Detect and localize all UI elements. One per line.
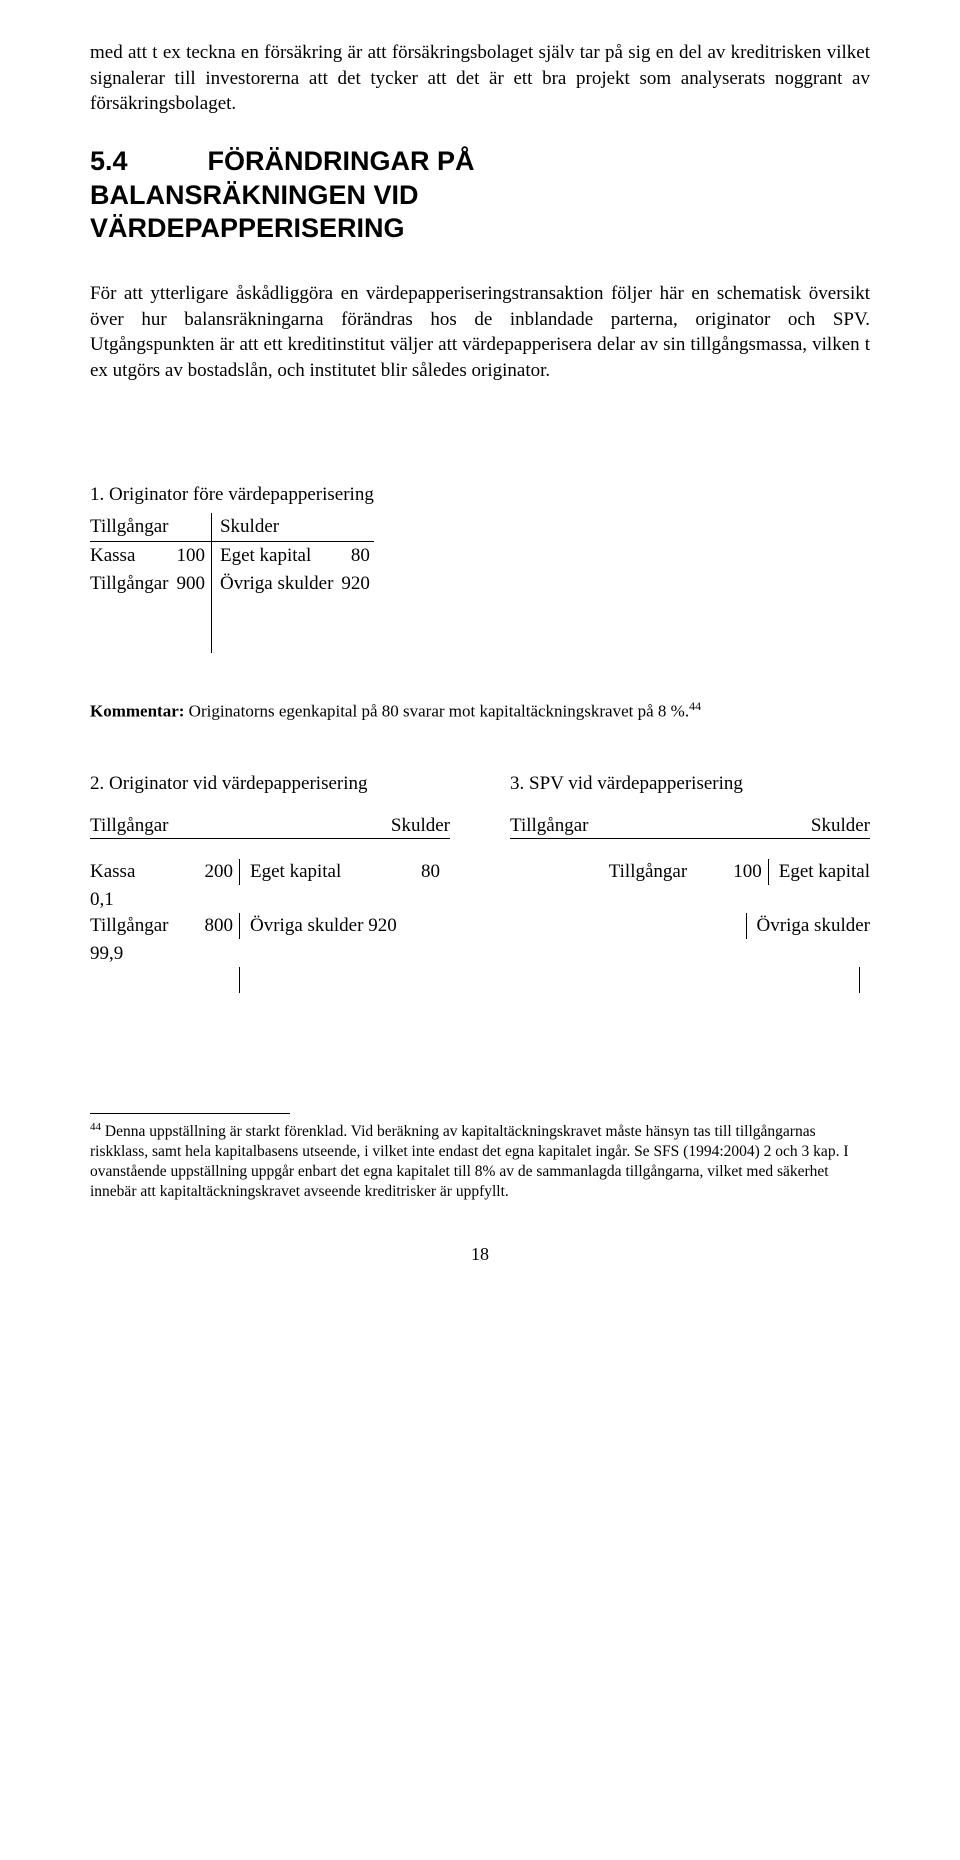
t1-right-header: Skulder <box>211 513 373 541</box>
heading-text-2: BALANSRÄKNINGEN VID <box>90 180 419 210</box>
t2-headers: Tillgångar Skulder <box>90 813 450 840</box>
footnote-divider <box>90 1113 290 1114</box>
subsection-2-title: 2. Originator vid värdepapperisering <box>90 771 450 797</box>
footnote-number: 44 <box>90 1121 101 1133</box>
subsection-1-title: 1. Originator före värdepapperisering <box>90 482 870 508</box>
footnote-ref: 44 <box>689 699 701 713</box>
heading-number: 5.4 <box>90 145 128 179</box>
comment-line: Kommentar: Originatorns egenkapital på 8… <box>90 698 870 724</box>
t-account-1: Tillgångar Skulder Kassa 100 Eget kapita… <box>90 513 374 652</box>
body-paragraph: För att ytterligare åskådliggöra en värd… <box>90 281 870 384</box>
wide-row-1: Kassa 200 Eget kapital 80 Tillgångar 100… <box>90 859 870 885</box>
t1-left-header: Tillgångar <box>90 513 211 541</box>
footnote-text: 44 Denna uppställning är starkt förenkla… <box>90 1120 870 1203</box>
t3-headers: Tillgångar Skulder <box>510 813 870 840</box>
subsection-3-title: 3. SPV vid värdepapperisering <box>510 771 870 797</box>
heading-text-3: VÄRDEPAPPERISERING <box>90 213 405 243</box>
comment-label: Kommentar: <box>90 701 184 720</box>
page-number: 18 <box>90 1242 870 1266</box>
sub-value-2: 99,9 <box>90 941 870 967</box>
comment-text: Originatorns egenkapital på 80 svarar mo… <box>184 701 689 720</box>
table-row: Kassa 100 Eget kapital 80 <box>90 542 374 570</box>
table-row: Tillgångar 900 Övriga skulder 920 <box>90 570 374 598</box>
sub-value-1: 0,1 <box>90 887 870 913</box>
section-heading: 5.4 FÖRÄNDRINGAR PÅ BALANSRÄKNINGEN VID V… <box>90 145 870 246</box>
wide-row-2: Tillgångar 800 Övriga skulder 920 Övriga… <box>90 913 870 939</box>
heading-text-1: FÖRÄNDRINGAR PÅ <box>208 146 475 176</box>
intro-paragraph: med att t ex teckna en försäkring är att… <box>90 40 870 117</box>
wide-row-empty <box>90 967 870 993</box>
